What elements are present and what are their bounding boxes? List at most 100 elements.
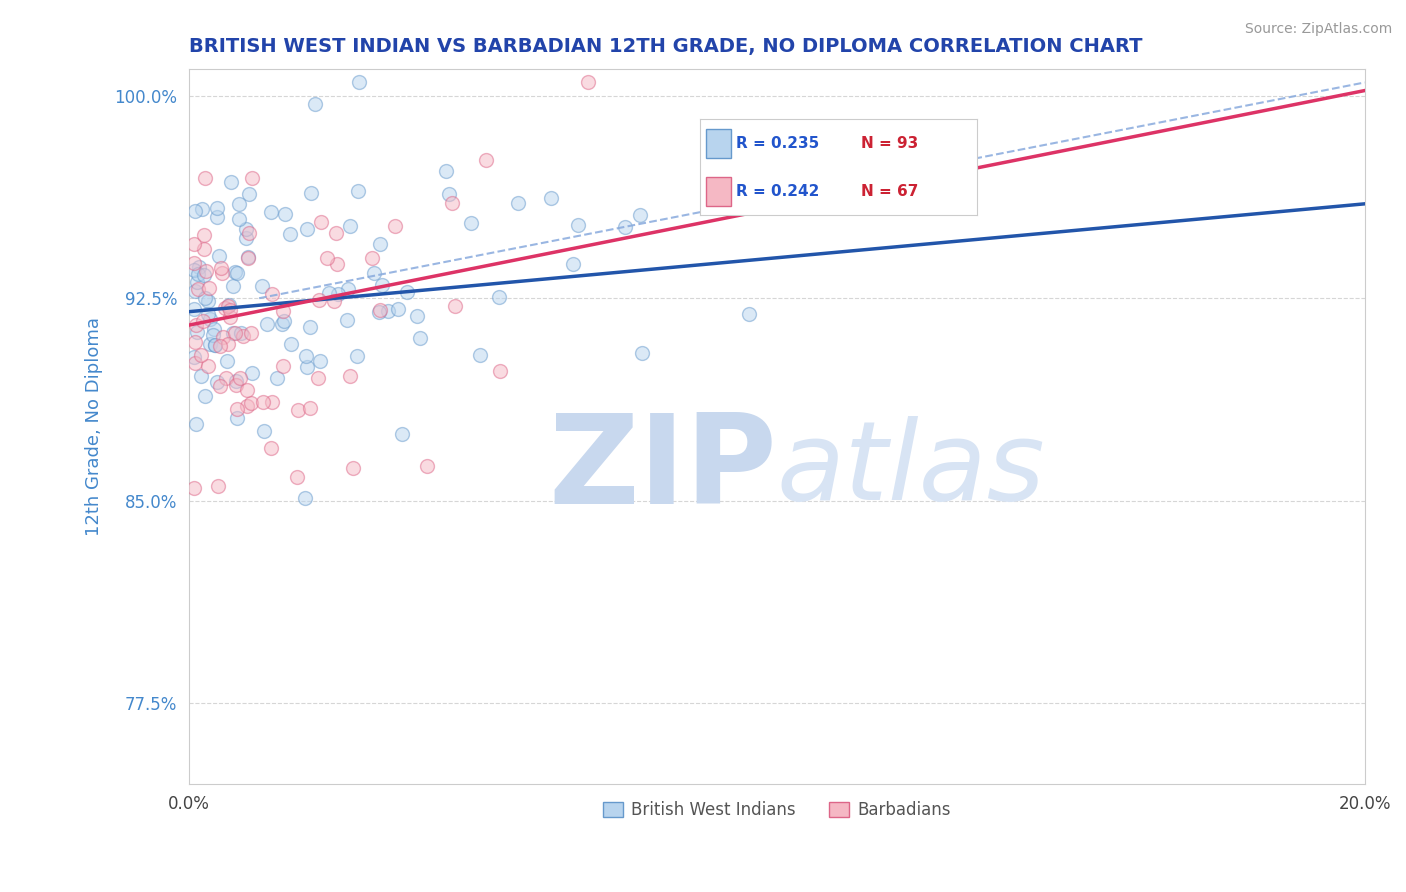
Point (260, 442, 283, 456)
Point (184, 335, 207, 350)
Point (211, 266, 233, 280)
Point (222, 279, 245, 293)
Point (346, 349, 368, 363)
Point (311, 215, 333, 229)
Point (280, 336, 302, 351)
Point (326, 257, 349, 271)
Point (876, 185, 898, 199)
Point (209, 261, 232, 276)
Point (363, 266, 385, 280)
Point (443, 299, 465, 313)
Point (475, 153, 498, 168)
Point (278, 227, 301, 242)
Point (391, 426, 413, 441)
Point (194, 264, 217, 278)
Point (228, 197, 250, 211)
Point (183, 481, 205, 495)
Point (326, 286, 349, 301)
Point (240, 367, 263, 381)
Point (360, 251, 382, 265)
Point (219, 302, 242, 317)
Point (468, 348, 491, 362)
Point (183, 263, 205, 277)
Point (238, 252, 260, 266)
Y-axis label: 12th Grade, No Diploma: 12th Grade, No Diploma (86, 317, 103, 536)
Point (460, 216, 482, 230)
Point (194, 291, 217, 305)
Point (209, 339, 232, 353)
Point (339, 369, 361, 384)
Point (198, 281, 221, 295)
Point (630, 346, 652, 360)
Point (308, 353, 330, 368)
Point (197, 294, 219, 309)
Point (236, 250, 259, 264)
Point (387, 302, 409, 317)
Point (370, 302, 392, 317)
Legend: British West Indians, Barbadians: British West Indians, Barbadians (596, 794, 957, 825)
Point (219, 174, 242, 188)
Point (346, 184, 368, 198)
Point (224, 326, 246, 340)
Point (190, 348, 212, 362)
Point (298, 319, 321, 334)
Point (193, 313, 215, 327)
Point (271, 303, 294, 318)
Point (315, 251, 337, 265)
Point (252, 394, 274, 409)
Point (339, 219, 361, 233)
Point (235, 231, 257, 245)
Point (232, 328, 254, 343)
Point (416, 458, 439, 473)
Point (204, 338, 226, 352)
Text: atlas: atlas (776, 416, 1045, 523)
Point (295, 359, 318, 374)
Point (194, 389, 217, 403)
Point (184, 356, 207, 370)
Text: ZIP: ZIP (548, 409, 776, 530)
Point (197, 307, 219, 321)
Point (194, 170, 217, 185)
Point (187, 260, 209, 274)
Point (408, 331, 430, 345)
Point (488, 290, 510, 304)
Point (437, 187, 460, 202)
Point (576, 75, 599, 89)
Point (630, 208, 652, 222)
Point (368, 237, 391, 252)
Point (489, 364, 512, 378)
Point (235, 399, 257, 413)
Point (336, 313, 359, 327)
Point (262, 395, 284, 409)
Point (224, 265, 246, 279)
Point (186, 417, 208, 431)
Point (184, 318, 207, 332)
Point (325, 227, 347, 241)
Point (738, 307, 761, 321)
Point (212, 330, 235, 344)
Point (299, 186, 322, 200)
Point (274, 207, 297, 221)
Point (190, 369, 212, 384)
Point (191, 202, 214, 217)
Point (266, 370, 288, 384)
Point (183, 236, 205, 251)
Point (187, 267, 209, 281)
Point (183, 203, 205, 218)
Point (219, 310, 242, 324)
Point (193, 227, 215, 242)
Point (208, 249, 231, 263)
Point (214, 301, 236, 315)
Point (205, 202, 228, 216)
Point (225, 266, 247, 280)
Point (336, 282, 359, 296)
Point (295, 349, 318, 363)
Point (205, 375, 228, 389)
Point (222, 326, 245, 341)
Point (562, 257, 585, 271)
Point (252, 424, 274, 438)
Point (405, 309, 427, 323)
Point (197, 359, 219, 373)
Point (239, 326, 262, 341)
Point (225, 374, 247, 388)
